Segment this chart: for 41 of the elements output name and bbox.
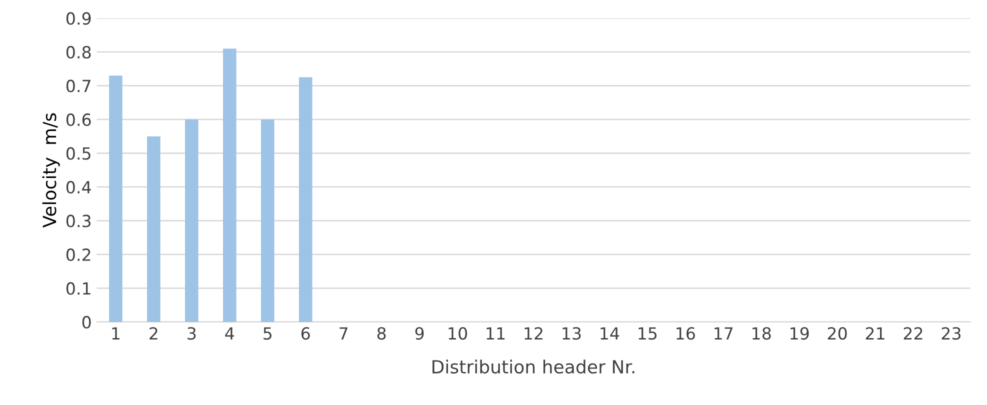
x-tick-label: 9 xyxy=(415,327,424,340)
x-tick-label: 17 xyxy=(714,327,733,340)
x-tick-label: 16 xyxy=(676,327,695,340)
x-tick-label: 14 xyxy=(600,327,620,340)
x-tick-label: 22 xyxy=(904,327,922,340)
x-tick-label: 13 xyxy=(562,327,581,340)
x-tick-label: 11 xyxy=(486,327,505,340)
x-tick-label: 4 xyxy=(225,327,234,340)
x-tick-label: 23 xyxy=(942,327,960,340)
x-tick-label: 15 xyxy=(638,327,657,340)
x-tick-label: 12 xyxy=(524,327,542,340)
y-axis-title: Velocity m/s xyxy=(42,113,60,228)
x-tick-label: 21 xyxy=(866,327,884,340)
x-tick-label: 18 xyxy=(752,327,771,340)
y-tick-label: 0.8 xyxy=(66,46,91,59)
x-tick-label: 19 xyxy=(790,327,809,340)
x-tick-label: 7 xyxy=(340,327,348,340)
x-tick-label: 1 xyxy=(112,327,120,340)
y-tick-label: 0.3 xyxy=(66,214,91,228)
x-tick-label: 6 xyxy=(301,327,310,340)
bar xyxy=(147,136,160,322)
y-tick-label: 0.5 xyxy=(66,147,90,160)
x-tick-label: 20 xyxy=(828,327,847,340)
y-tick-label: 0.1 xyxy=(66,282,90,295)
bar xyxy=(109,76,122,322)
x-axis-title: Distribution header Nr. xyxy=(432,360,634,374)
bar xyxy=(260,119,274,322)
x-tick-label: 10 xyxy=(448,327,468,340)
bar xyxy=(223,48,236,322)
y-tick-label: 0.4 xyxy=(66,180,91,194)
y-tick-label: 0 xyxy=(82,316,91,329)
y-tick-label: 0.2 xyxy=(66,248,90,262)
y-tick-label: 0.6 xyxy=(66,113,91,126)
y-tick-label: 0.9 xyxy=(66,12,91,25)
y-tick-label: 0.7 xyxy=(66,80,90,92)
x-tick-label: 2 xyxy=(150,327,158,340)
x-tick-label: 8 xyxy=(377,327,386,340)
bar xyxy=(298,77,312,322)
bar xyxy=(185,119,198,322)
x-tick-label: 5 xyxy=(264,327,272,340)
x-tick-label: 3 xyxy=(188,327,196,340)
